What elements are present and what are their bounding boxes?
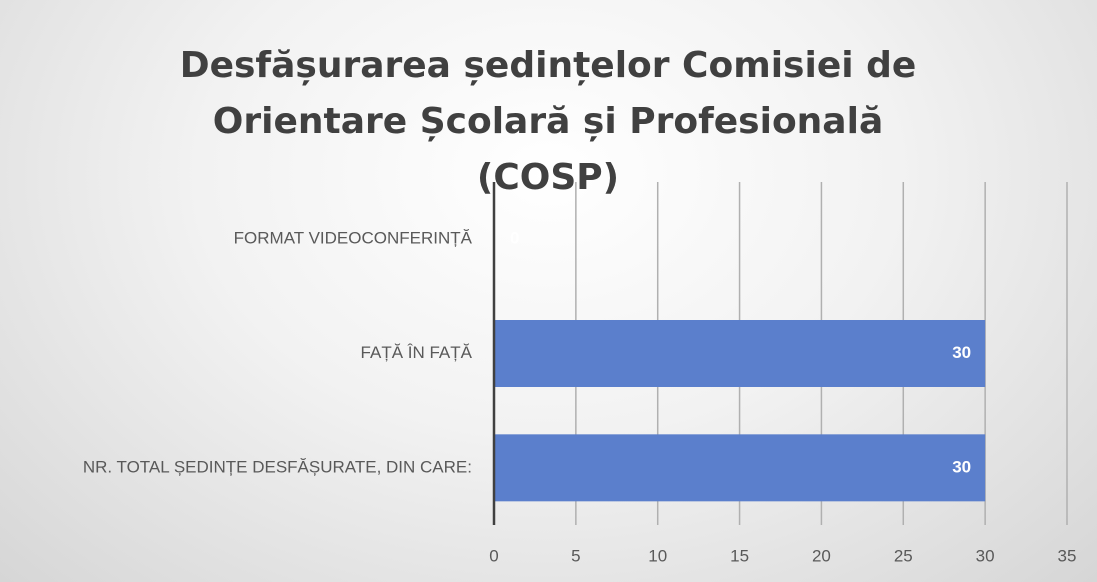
x-tick-label: 20 bbox=[812, 546, 831, 565]
chart-title: Desfășurarea ședințelor Comisiei de Orie… bbox=[179, 45, 917, 198]
y-tick-label: FORMAT VIDEOCONFERINȚĂ bbox=[234, 229, 473, 248]
x-tick-label: 5 bbox=[571, 546, 580, 565]
x-tick-label: 0 bbox=[489, 546, 498, 565]
data-label: 30 bbox=[952, 343, 971, 362]
x-tick-label: 15 bbox=[730, 546, 749, 565]
data-label: 30 bbox=[952, 457, 971, 476]
bar bbox=[494, 434, 986, 502]
x-tick-label: 35 bbox=[1058, 546, 1077, 565]
y-tick-label: FAȚĂ ÎN FAȚĂ bbox=[361, 343, 473, 362]
bar bbox=[494, 320, 986, 387]
data-label: 0 bbox=[510, 229, 519, 248]
x-tick-label: 10 bbox=[648, 546, 667, 565]
x-tick-label: 30 bbox=[976, 546, 995, 565]
x-tick-label: 25 bbox=[894, 546, 913, 565]
y-tick-label: NR. TOTAL ȘEDINȚE DESFĂȘURATE, DIN CARE: bbox=[83, 457, 472, 476]
